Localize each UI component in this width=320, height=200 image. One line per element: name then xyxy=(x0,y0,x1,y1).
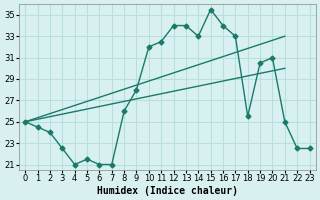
X-axis label: Humidex (Indice chaleur): Humidex (Indice chaleur) xyxy=(97,186,238,196)
